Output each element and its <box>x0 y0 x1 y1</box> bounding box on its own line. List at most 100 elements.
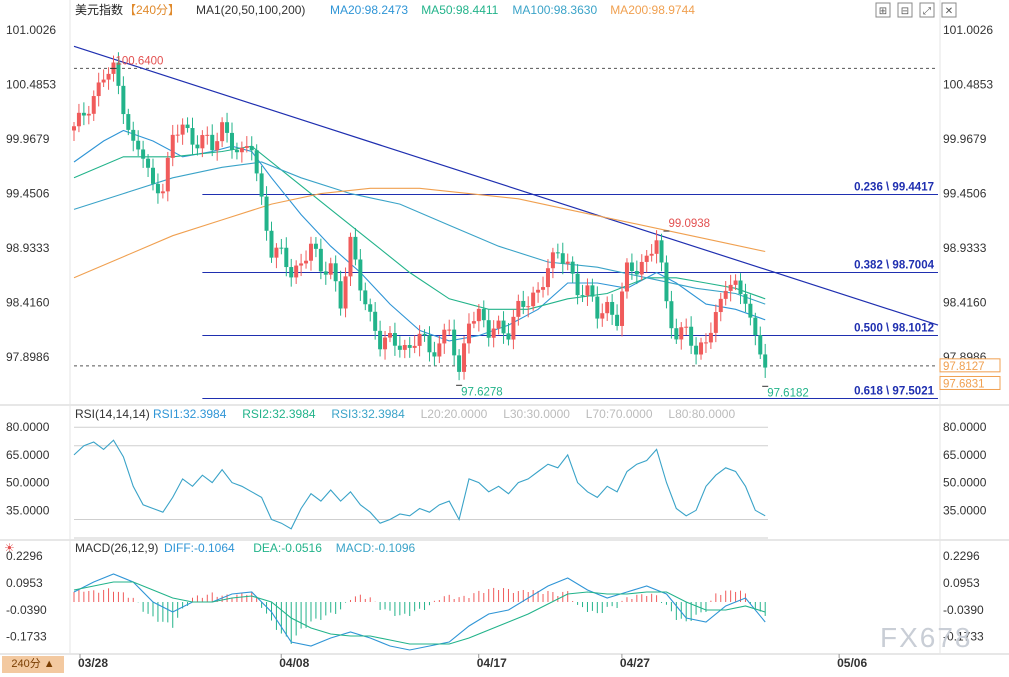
price-ytick-left-1: 100.4853 <box>6 78 56 92</box>
price-ytick-right-5: 98.4160 <box>943 295 987 309</box>
candle-body <box>304 260 309 264</box>
candle-body <box>348 236 353 277</box>
candle-body <box>669 301 674 329</box>
period-label: 【240分】 <box>124 3 180 17</box>
candle-body <box>150 167 155 184</box>
candle-body <box>703 342 708 344</box>
candle-body <box>674 328 679 340</box>
candle-body <box>121 85 126 115</box>
price-tag-box-1 <box>939 375 1001 390</box>
macd-ytick-left-1: 0.0953 <box>6 576 43 590</box>
candle-body <box>269 230 274 258</box>
candle-body <box>447 329 452 331</box>
price-ytick-left-3: 99.4506 <box>6 187 50 201</box>
candle-body <box>600 313 605 319</box>
candle-body <box>338 281 343 309</box>
price-ytick-left-2: 99.9679 <box>6 132 50 146</box>
close-icon[interactable] <box>941 2 957 18</box>
candle-body <box>466 323 471 344</box>
period-selector[interactable]: 240分 ▲ <box>2 656 64 673</box>
extreme-label-0: 100.6400 <box>115 55 163 67</box>
candle-body <box>679 327 684 340</box>
candle-body <box>254 150 259 174</box>
close-icon-glyph: ✕ <box>945 6 953 17</box>
candle-body <box>758 335 763 355</box>
candle-body <box>743 294 748 304</box>
candle-body <box>244 146 249 148</box>
ma-line-MA20 <box>73 129 766 342</box>
price-ytick-left-0: 101.0026 <box>6 23 56 37</box>
candle-body <box>225 122 230 133</box>
candle-body <box>615 314 620 326</box>
candle-body <box>481 308 486 321</box>
candle-body <box>639 261 644 275</box>
candle-body <box>229 132 234 150</box>
zoom-out-icon[interactable] <box>897 2 913 18</box>
candle-body <box>72 126 76 131</box>
candle-body <box>649 253 654 256</box>
candle-body <box>644 255 649 262</box>
candle-body <box>417 333 422 346</box>
candle-body <box>363 290 368 305</box>
candle-body <box>541 287 546 290</box>
candle-body <box>185 124 190 129</box>
candle-body <box>383 337 388 350</box>
candle-body <box>165 157 170 192</box>
xtick-3: 04/27 <box>620 656 650 670</box>
candle-body <box>333 263 338 282</box>
xtick-2: 04/17 <box>477 656 507 670</box>
candle-body <box>565 261 570 264</box>
candle-body <box>205 134 210 136</box>
macd-ytick-right-0: 0.2296 <box>943 549 980 563</box>
instrument-name: 美元指数 <box>75 2 123 17</box>
candle-body <box>486 320 491 338</box>
candle-body <box>664 262 669 302</box>
candle-body <box>570 261 575 274</box>
candle-body <box>141 149 146 159</box>
extreme-label-2: 97.6278 <box>461 386 503 398</box>
ma-value-0: MA20:98.2473 <box>330 3 408 17</box>
candle-body <box>713 312 718 333</box>
candle-body <box>733 280 738 285</box>
fullscreen-icon[interactable] <box>919 2 935 18</box>
candle-body <box>531 292 536 307</box>
ma-value-3: MA200:98.9744 <box>610 3 695 17</box>
candle-body <box>299 263 304 266</box>
candle-body <box>629 262 634 272</box>
candle-body <box>526 306 531 308</box>
price-ytick-left-4: 98.9333 <box>6 241 50 255</box>
candle-body <box>373 311 378 331</box>
price-ytick-right-2: 99.9679 <box>943 132 987 146</box>
price-ytick-right-1: 100.4853 <box>943 78 993 92</box>
rsi-header-value-4: L30:30.0000 <box>503 407 570 421</box>
candle-body <box>462 343 467 372</box>
settings-icon[interactable]: ☀ <box>4 541 15 555</box>
fullscreen-icon-glyph: ⤢ <box>923 6 931 17</box>
ma-label: MA1(20,50,100,200) <box>196 3 305 17</box>
price-ytick-left-6: 97.8986 <box>6 350 50 364</box>
ma-line-MA200 <box>73 187 766 279</box>
rsi-ytick-right-2: 50.0000 <box>943 476 987 490</box>
rsi-ytick-left-1: 65.0000 <box>6 448 50 462</box>
candle-body <box>590 285 595 297</box>
candle-body <box>323 271 328 275</box>
candle-body <box>684 326 689 328</box>
candle-body <box>259 173 264 197</box>
price-ytick-right-3: 99.4506 <box>943 187 987 201</box>
candle-body <box>160 191 165 194</box>
candle-body <box>220 122 225 142</box>
candle-body <box>289 267 294 278</box>
candle-body <box>249 146 254 151</box>
macd-header-value-0: DIFF:-0.1064 <box>164 541 235 555</box>
zoom-in-icon[interactable] <box>875 2 891 18</box>
candle-body <box>343 276 348 309</box>
candle-body <box>215 141 220 151</box>
candle-body <box>471 321 476 324</box>
extreme-label-3: 97.6182 <box>767 387 809 399</box>
candle-body <box>476 308 481 322</box>
candle-body <box>610 301 615 315</box>
macd-header-value-2: MACD:-0.1096 <box>336 541 416 555</box>
candle-body <box>136 140 141 150</box>
